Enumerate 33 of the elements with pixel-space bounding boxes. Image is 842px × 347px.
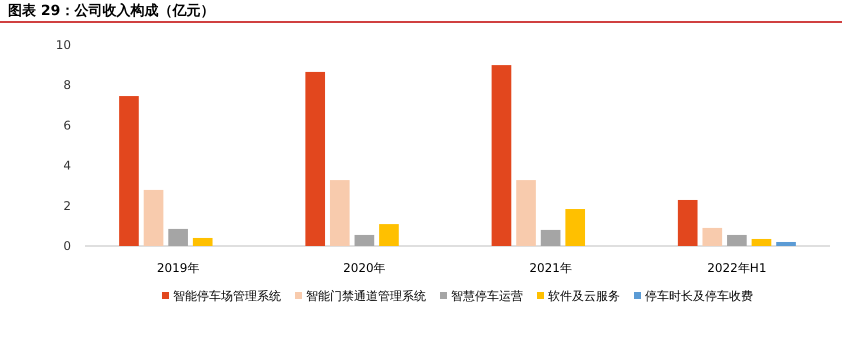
bar [516, 180, 536, 246]
bar [540, 230, 560, 246]
legend-label: 停车时长及停车收费 [645, 289, 753, 303]
legend-label: 软件及云服务 [548, 289, 620, 303]
y-tick-label: 0 [63, 239, 71, 253]
bar [144, 190, 164, 246]
bar [678, 200, 698, 246]
bar [192, 238, 213, 246]
chart-title: 图表 29：公司收入构成（亿元） [8, 3, 214, 19]
x-tick-label: 2021年 [529, 261, 572, 275]
bar [305, 72, 326, 246]
legend-label: 智慧停车运营 [451, 289, 523, 303]
y-tick-label: 10 [56, 38, 71, 52]
bar [379, 224, 399, 246]
legend-label: 智能停车场管理系统 [173, 289, 281, 303]
bar [752, 238, 772, 246]
bar [702, 228, 722, 246]
x-tick-label: 2019年 [156, 261, 200, 275]
bar [168, 228, 188, 246]
x-tick-label: 2022年H1 [707, 261, 766, 275]
y-tick-label: 4 [63, 158, 71, 173]
y-tick-label: 8 [63, 78, 71, 92]
bar [354, 234, 374, 246]
y-tick-label: 2 [63, 198, 71, 213]
bar [330, 180, 350, 246]
bar [565, 209, 586, 246]
y-tick-label: 6 [63, 118, 71, 132]
bar [727, 234, 747, 246]
x-tick-label: 2020年 [343, 261, 386, 275]
legend-label: 智能门禁通道管理系统 [306, 289, 426, 303]
bar [492, 65, 512, 246]
bar [776, 242, 796, 246]
bar [119, 96, 139, 246]
